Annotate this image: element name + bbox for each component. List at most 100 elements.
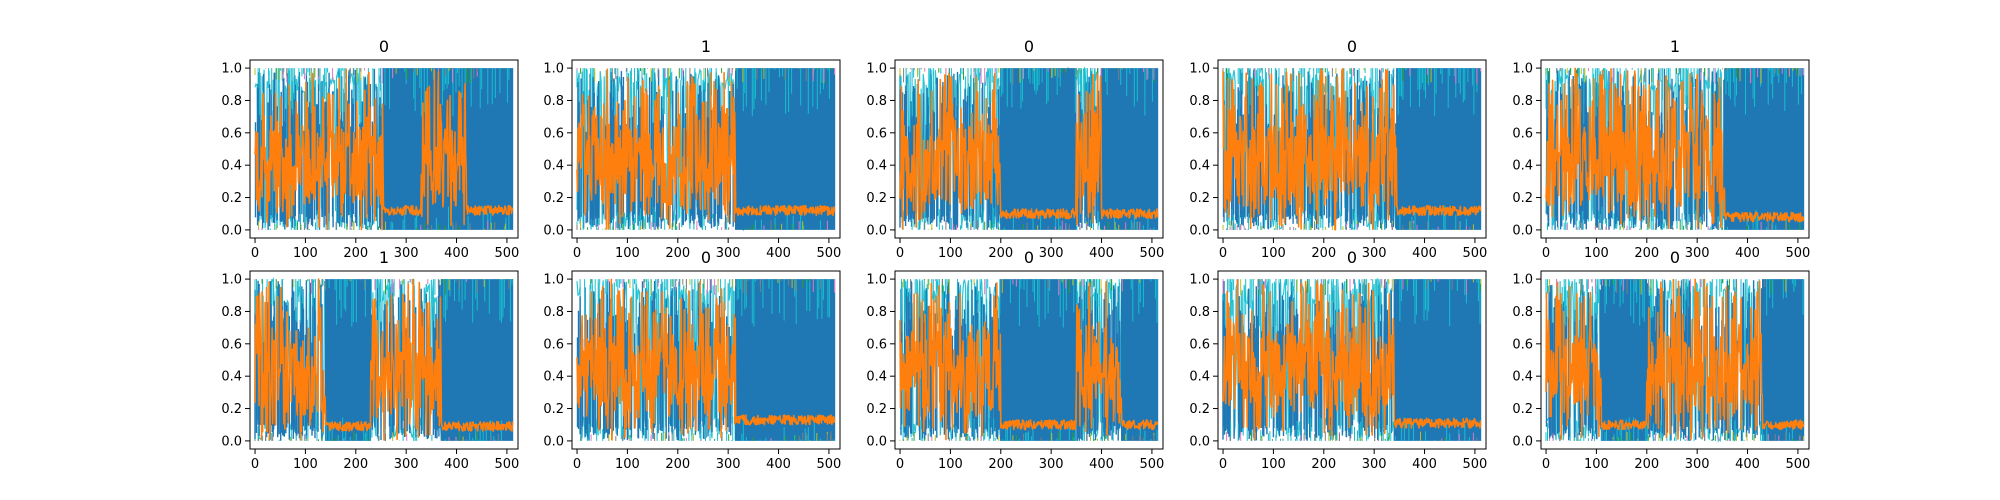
series-accent-gray [580,279,832,441]
y-tick-label: 0.4 [221,159,242,174]
x-tick-label: 100 [293,246,318,261]
x-tick-label: 0 [1542,246,1550,261]
subplot-9: 0 0 100 200 300 400 500 0.0 0.2 0.4 0.6 0.8 1.0 [1512,248,1810,472]
plot-area [899,66,1159,230]
series-accent-gray [576,68,818,230]
x-tick-label: 500 [1786,246,1811,261]
y-tick-label: 0.2 [221,402,242,417]
subplot-title: 0 [701,248,711,267]
subplot-title: 0 [1024,248,1034,267]
subplot-title: 0 [1347,248,1357,267]
series-orange-trace [254,278,514,441]
x-tick-label: 0 [1219,246,1227,261]
y-tick-label: 0.6 [1189,126,1210,141]
y-tick-label: 0.6 [221,337,242,352]
y-tick-label: 0.4 [1512,370,1533,385]
subplot-7: 0 0 100 200 300 400 500 0.0 0.2 0.4 0.6 0.8 1.0 [866,248,1164,472]
x-tick-label: 400 [766,246,791,261]
x-tick-label: 100 [615,457,640,472]
series-cyan-spikes [254,279,513,441]
x-tick-label: 400 [1089,246,1114,261]
axes-frame [1217,270,1487,450]
subplot-4: 1 0 100 200 300 400 500 0.0 0.2 0.4 0.6 0.8 1.0 [1512,37,1810,261]
x-tick-label: 500 [1786,457,1811,472]
x-tick-label: 400 [1412,246,1437,261]
x-tick-label: 0 [573,246,581,261]
y-tick-label: 1.0 [1512,62,1533,77]
axes-frame [894,59,1164,239]
x-tick-label: 300 [716,246,741,261]
y-tick-label: 0.0 [543,434,564,449]
x-tick-label: 200 [1634,246,1659,261]
x-tick-label: 500 [1140,246,1165,261]
y-tick-label: 0.6 [866,126,887,141]
x-tick-label: 500 [1463,457,1488,472]
series-accent-gray [1229,279,1478,441]
x-tick-label: 400 [1089,457,1114,472]
plot-area [899,279,1159,442]
subplot-1: 1 0 100 200 300 400 500 0.0 0.2 0.4 0.6 0.8 1.0 [543,37,841,261]
axes-frame [571,270,841,450]
subplot-title: 0 [1670,248,1680,267]
y-tick-label: 0.0 [866,434,887,449]
series-accent-gray [1559,279,1787,441]
x-tick-label: 400 [1735,457,1760,472]
y-tick-label: 0.8 [543,305,564,320]
x-tick-label: 100 [1584,246,1609,261]
x-tick-label: 200 [1634,457,1659,472]
axes-frame [1540,270,1810,450]
x-tick-label: 100 [1261,246,1286,261]
y-tick-label: 0.6 [543,337,564,352]
y-tick-label: 0.4 [221,370,242,385]
y-tick-label: 1.0 [1189,62,1210,77]
x-tick-label: 500 [817,246,842,261]
y-tick-label: 0.8 [1512,94,1533,109]
series-orange-trace [576,278,836,441]
x-tick-label: 200 [988,246,1013,261]
y-tick-label: 0.0 [1189,434,1210,449]
series-cyan-spikes [257,68,510,230]
series-cyan-spikes [901,279,1158,441]
x-tick-label: 100 [938,457,963,472]
series-accent-gray [903,68,1137,230]
y-tick-label: 0.6 [1512,337,1533,352]
subplot-title: 1 [379,248,389,267]
x-tick-label: 0 [251,246,259,261]
series-orange-trace [1545,67,1805,230]
axes-frame [249,59,519,239]
y-tick-label: 0.4 [1189,370,1210,385]
y-tick-label: 0.2 [543,191,564,206]
y-tick-label: 0.4 [1512,159,1533,174]
x-tick-label: 0 [573,457,581,472]
x-tick-label: 100 [293,457,318,472]
x-tick-label: 300 [394,457,419,472]
subplot-6: 0 0 100 200 300 400 500 0.0 0.2 0.4 0.6 0.8 1.0 [543,248,841,472]
x-tick-label: 400 [1412,457,1437,472]
y-tick-label: 0.0 [866,223,887,238]
series-cyan-spikes [1545,279,1804,441]
y-tick-label: 0.2 [1512,402,1533,417]
x-tick-label: 400 [444,246,469,261]
subplot-title: 0 [379,37,389,56]
series-orange-trace [1222,279,1482,440]
y-tick-label: 0.2 [1189,191,1210,206]
y-tick-label: 0.8 [221,94,242,109]
subplot-title: 0 [1347,37,1357,56]
plot-area [1222,277,1482,442]
y-tick-label: 0.8 [866,305,887,320]
y-tick-label: 1.0 [1512,273,1533,288]
series-orange-trace [1545,278,1805,440]
x-tick-label: 0 [1542,457,1550,472]
x-tick-label: 200 [343,246,368,261]
y-tick-label: 0.6 [1189,337,1210,352]
subplot-title: 1 [1670,37,1680,56]
y-tick-label: 1.0 [221,273,242,288]
subplot-title: 0 [1024,37,1034,56]
x-tick-label: 300 [716,457,741,472]
x-tick-label: 500 [817,457,842,472]
y-tick-label: 0.0 [221,434,242,449]
x-tick-label: 0 [896,246,904,261]
y-tick-label: 0.2 [221,191,242,206]
x-tick-label: 100 [1261,457,1286,472]
